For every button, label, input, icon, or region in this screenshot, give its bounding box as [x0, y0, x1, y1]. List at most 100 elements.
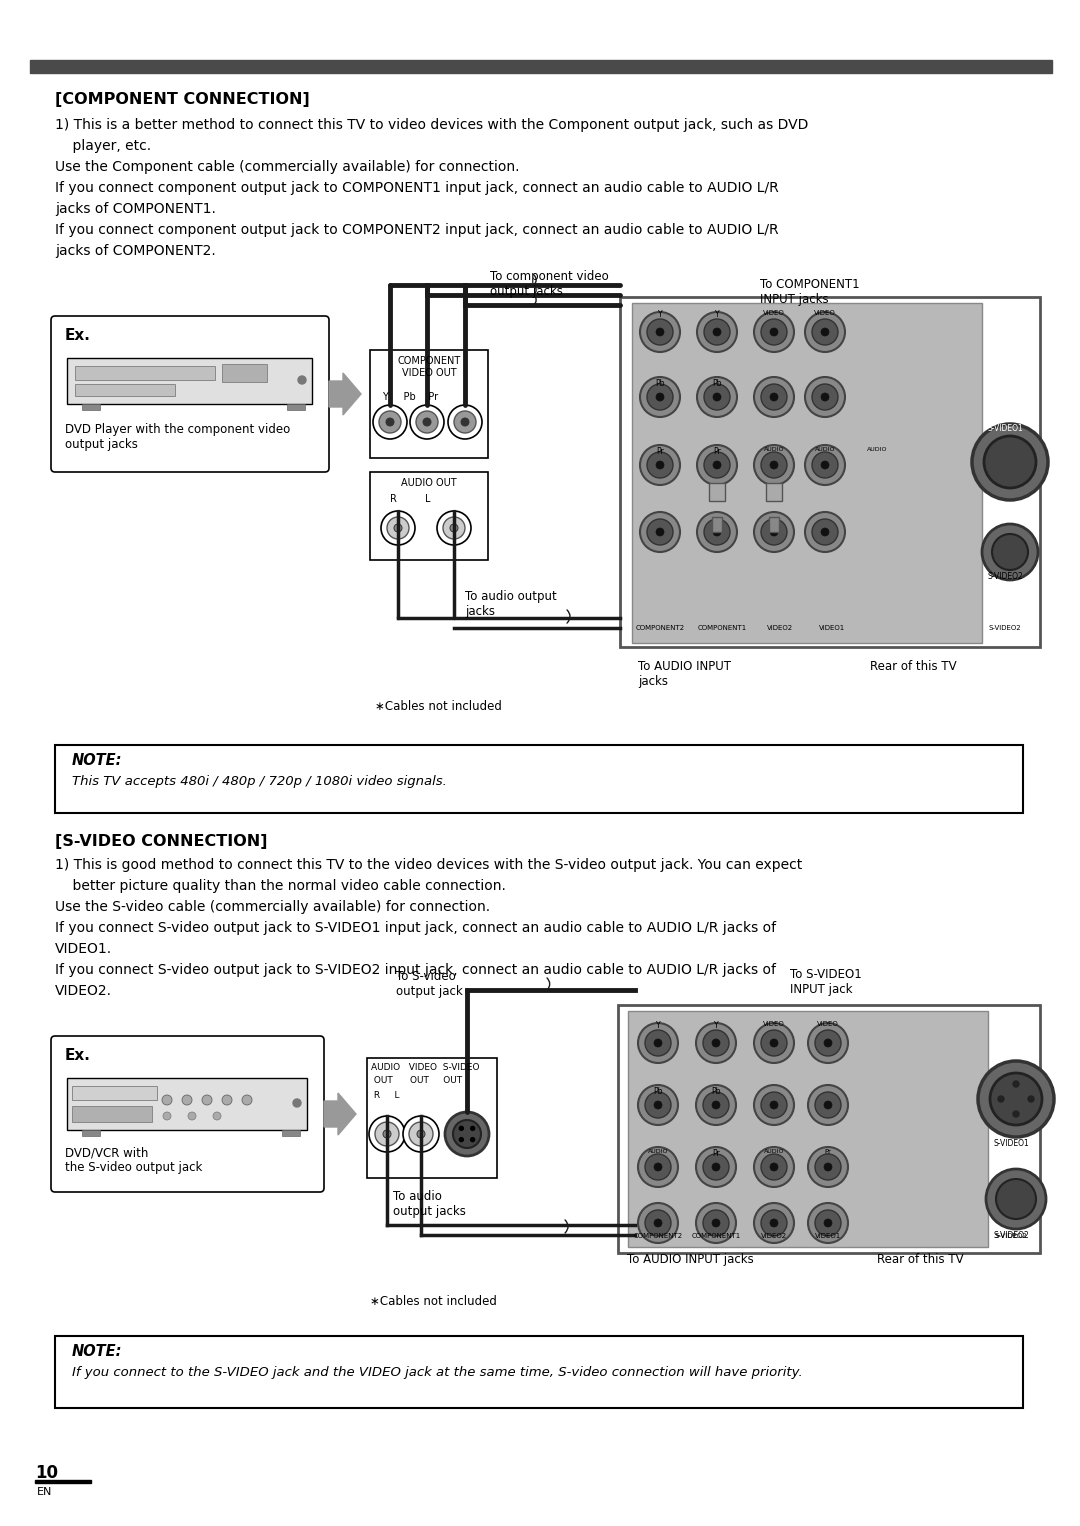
Circle shape [379, 410, 401, 433]
Text: Pb: Pb [712, 1087, 720, 1096]
Circle shape [656, 328, 664, 336]
Text: To S-video
output jack: To S-video output jack [396, 971, 462, 998]
FancyArrow shape [329, 372, 361, 415]
Circle shape [645, 1210, 671, 1236]
Text: If you connect S-video output jack to S-VIDEO1 input jack, connect an audio cabl: If you connect S-video output jack to S-… [55, 922, 777, 935]
Circle shape [387, 517, 409, 539]
Text: S-VIDEO1: S-VIDEO1 [988, 424, 1024, 433]
Circle shape [770, 461, 778, 468]
Circle shape [812, 319, 838, 345]
Circle shape [242, 1096, 252, 1105]
Bar [769, 517, 779, 533]
Circle shape [645, 1093, 671, 1119]
Bar [35, 1480, 91, 1483]
Text: AUDIO: AUDIO [648, 1149, 669, 1154]
Bar [67, 359, 312, 404]
Text: S-VIDEO2: S-VIDEO2 [988, 572, 1024, 581]
Text: VIDEO: VIDEO [814, 310, 836, 316]
Circle shape [403, 1116, 438, 1152]
Text: AUDIO: AUDIO [867, 447, 888, 452]
Text: VIDEO: VIDEO [764, 1021, 785, 1027]
Circle shape [437, 511, 471, 545]
Circle shape [824, 1219, 832, 1227]
Circle shape [638, 1202, 678, 1244]
Circle shape [808, 1022, 848, 1064]
FancyBboxPatch shape [51, 1036, 324, 1192]
Bar [75, 366, 215, 380]
Text: Y: Y [658, 310, 662, 319]
Circle shape [163, 1112, 171, 1120]
Circle shape [697, 377, 737, 417]
Text: 10: 10 [35, 1463, 58, 1482]
Circle shape [815, 1210, 841, 1236]
Circle shape [183, 1096, 192, 1105]
Circle shape [805, 513, 845, 552]
Bar [766, 484, 782, 501]
Circle shape [638, 1085, 678, 1125]
Circle shape [770, 328, 778, 336]
Circle shape [647, 319, 673, 345]
Text: This TV accepts 480i / 480p / 720p / 1080i video signals.: This TV accepts 480i / 480p / 720p / 108… [72, 775, 447, 787]
Bar [55, 745, 1023, 813]
Circle shape [812, 385, 838, 410]
Circle shape [417, 1129, 426, 1138]
Circle shape [984, 436, 1036, 488]
Text: Pr: Pr [713, 447, 720, 456]
Circle shape [815, 1154, 841, 1180]
FancyBboxPatch shape [51, 316, 329, 472]
Text: [COMPONENT CONNECTION]: [COMPONENT CONNECTION] [55, 92, 310, 107]
Circle shape [713, 394, 721, 401]
Circle shape [1013, 1080, 1020, 1087]
Text: OUT      OUT     OUT: OUT OUT OUT [372, 1076, 462, 1085]
Text: VIDEO1: VIDEO1 [819, 626, 846, 630]
Bar [72, 1106, 152, 1122]
Circle shape [654, 1039, 662, 1047]
Text: If you connect to the S-VIDEO jack and the VIDEO jack at the same time, S-video : If you connect to the S-VIDEO jack and t… [72, 1366, 802, 1380]
Text: COMPONENT
VIDEO OUT: COMPONENT VIDEO OUT [397, 356, 461, 377]
Text: S-VIDEO1: S-VIDEO1 [994, 1138, 1029, 1148]
Circle shape [713, 328, 721, 336]
Bar [712, 517, 723, 533]
Text: S-VIDEO2: S-VIDEO2 [988, 626, 1022, 630]
Text: ∗Cables not included: ∗Cables not included [375, 700, 502, 713]
Text: S-VIDEO2: S-VIDEO2 [995, 1233, 1027, 1239]
Bar [75, 385, 175, 397]
Text: jacks of COMPONENT1.: jacks of COMPONENT1. [55, 201, 216, 217]
Circle shape [423, 418, 431, 426]
Circle shape [188, 1112, 195, 1120]
Circle shape [824, 1163, 832, 1170]
Circle shape [824, 1039, 832, 1047]
Circle shape [471, 1126, 474, 1131]
Circle shape [805, 311, 845, 353]
Circle shape [1013, 1111, 1020, 1117]
Circle shape [696, 1202, 735, 1244]
Text: AUDIO OUT: AUDIO OUT [401, 478, 457, 488]
Circle shape [770, 1219, 778, 1227]
Bar [67, 1077, 307, 1129]
Text: If you connect component output jack to COMPONENT2 input jack, connect an audio : If you connect component output jack to … [55, 223, 779, 237]
Circle shape [770, 1100, 778, 1109]
Text: Pr: Pr [824, 1149, 832, 1155]
Text: ∗Cables not included: ∗Cables not included [370, 1296, 497, 1308]
Circle shape [993, 534, 1028, 571]
Circle shape [761, 1210, 787, 1236]
Circle shape [704, 519, 730, 545]
Circle shape [459, 1126, 463, 1131]
Circle shape [805, 377, 845, 417]
Circle shape [824, 1100, 832, 1109]
Circle shape [704, 319, 730, 345]
Circle shape [761, 452, 787, 478]
Text: VIDEO2: VIDEO2 [761, 1233, 787, 1239]
Text: 1) This is good method to connect this TV to the video devices with the S-video : 1) This is good method to connect this T… [55, 858, 802, 871]
Circle shape [647, 452, 673, 478]
Text: [S-VIDEO CONNECTION]: [S-VIDEO CONNECTION] [55, 835, 268, 848]
Text: NOTE:: NOTE: [72, 752, 122, 768]
Circle shape [754, 513, 794, 552]
Circle shape [450, 523, 458, 533]
Text: VIDEO2: VIDEO2 [767, 626, 793, 630]
Bar [72, 1087, 157, 1100]
Text: Use the S-video cable (commercially available) for connection.: Use the S-video cable (commercially avai… [55, 900, 490, 914]
Circle shape [461, 418, 469, 426]
Circle shape [697, 513, 737, 552]
Circle shape [213, 1112, 221, 1120]
